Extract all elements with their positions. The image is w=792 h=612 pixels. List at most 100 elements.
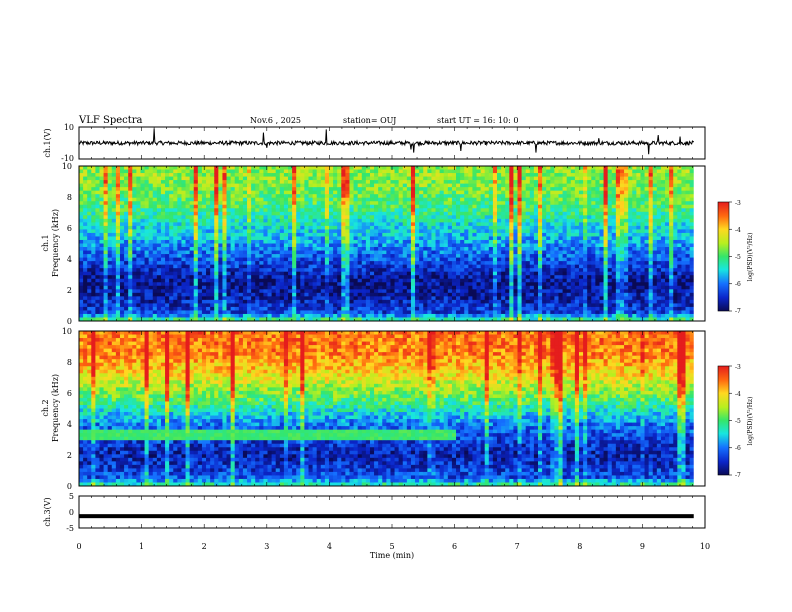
ch1-spectrogram-cell — [111, 176, 117, 181]
ch1-spectrogram-cell — [197, 211, 203, 216]
ch1-spectrogram-cell — [144, 306, 150, 311]
ch1-spectrogram-cell — [525, 183, 531, 188]
ch1-spectrogram-cell — [468, 239, 473, 244]
ch1-spectrogram-cell — [283, 303, 289, 308]
ch1-spectrogram-cell — [517, 222, 523, 227]
ch1-spectrogram-cell — [242, 278, 248, 283]
ch1-spectrogram-cell — [115, 180, 121, 185]
ch1-spectrogram-cell — [333, 254, 338, 258]
ch1-spectrogram-cell — [415, 201, 420, 206]
ch1-spectrogram-cell — [390, 250, 395, 255]
ch1-spectrogram-cell — [353, 194, 359, 199]
ch1-spectrogram-cell — [525, 243, 531, 248]
ch1-spectrogram-cell — [472, 180, 477, 185]
ch1-spectrogram-cell — [451, 166, 457, 170]
ch1-spectrogram-cell — [193, 239, 199, 244]
ch1-spectrogram-cell — [189, 225, 195, 230]
ch1-spectrogram-cell — [505, 204, 510, 209]
ch1-spectrogram-cell — [431, 271, 436, 276]
ch1-spectrogram-cell — [132, 285, 137, 290]
ch1-spectrogram-cell — [406, 218, 412, 223]
ch1-spectrogram-cell — [169, 247, 174, 251]
ch1-spectrogram-cell — [95, 180, 100, 185]
ch1-spectrogram-cell — [509, 173, 514, 177]
ch1-spectrogram-cell — [234, 211, 240, 216]
ch1-spectrogram-cell — [480, 204, 486, 209]
ch1-spectrogram-cell — [119, 289, 125, 294]
ch1-spectrogram-cell — [99, 222, 104, 227]
ch1-spectrogram-cell — [79, 169, 84, 174]
ch1-spectrogram-cell — [91, 236, 96, 241]
ch1-spectrogram-cell — [320, 250, 326, 255]
ch1-spectrogram-cell — [218, 278, 223, 283]
ch1-spectrogram-cell — [480, 310, 486, 315]
ch1-spectrogram-cell — [308, 268, 313, 273]
ch1-spectrogram-cell — [271, 211, 277, 216]
ch1-spectrogram-cell — [201, 254, 207, 258]
ch1-spectrogram-cell — [288, 197, 293, 202]
ch1-spectrogram-cell — [324, 275, 330, 280]
ch1-spectrogram-cell — [382, 289, 387, 294]
ch1-spectrogram-cell — [312, 173, 318, 177]
ch1-spectrogram-cell — [247, 313, 252, 318]
ch1-spectrogram-cell — [144, 197, 150, 202]
ch1-spectrogram-cell — [386, 229, 391, 234]
ch1-spectrogram-cell — [300, 243, 305, 248]
ch1-spectrogram-cell — [279, 306, 285, 311]
ch1-spectrogram-cell — [119, 317, 125, 322]
ch1-spectrogram-cell — [488, 257, 494, 262]
ch1-spectrogram-cell — [460, 317, 465, 322]
ch1-spectrogram-cell — [333, 232, 338, 237]
ch1-spectrogram-cell — [251, 183, 256, 188]
ch1-spectrogram-cell — [201, 183, 207, 188]
ch1-spectrogram-cell — [173, 211, 178, 216]
ch1-spectrogram-cell — [341, 303, 346, 308]
ch1-spectrogram-cell — [529, 215, 535, 220]
ch1-spectrogram-cell — [296, 310, 301, 315]
ch1-spectrogram-cell — [324, 173, 330, 177]
ch1-spectrogram-cell — [99, 194, 104, 199]
ch1-spectrogram-cell — [152, 247, 158, 251]
ch1-spectrogram-cell — [390, 208, 395, 213]
ch1-spectrogram-cell — [185, 166, 191, 170]
ch1-spectrogram-cell — [410, 180, 416, 185]
ch1-spectrogram-cell — [242, 236, 248, 241]
ch1-spectrogram-cell — [484, 208, 490, 213]
ch1-spectrogram-cell — [148, 215, 154, 220]
ch1-spectrogram-cell — [316, 282, 322, 287]
ch1-spectrogram-cell — [136, 296, 141, 301]
ch1-spectrogram-cell — [83, 222, 88, 227]
ch1-spectrogram-cell — [529, 222, 535, 227]
ch1-spectrogram-cell — [193, 313, 199, 318]
ch1-spectrogram-cell — [447, 197, 453, 202]
ch1-spectrogram-cell — [173, 215, 178, 220]
ch1-spectrogram-cell — [136, 190, 141, 195]
ch1-spectrogram-cell — [378, 306, 383, 311]
ch1-spectrogram-cell — [169, 190, 174, 195]
ch1-spectrogram-cell — [218, 292, 223, 297]
ch1-spectrogram-cell — [345, 169, 350, 174]
ch1-spectrogram-cell — [521, 180, 527, 185]
ch1-spectrogram-cell — [357, 176, 363, 181]
ch1-spectrogram-cell — [509, 169, 514, 174]
ch1-spectrogram-cell — [222, 194, 227, 199]
ch1-spectrogram-cell — [447, 218, 453, 223]
ch1-spectrogram-cell — [521, 166, 527, 170]
ch1-spectrogram-cell — [275, 268, 281, 273]
ch1-spectrogram-cell — [451, 282, 457, 287]
ch1-spectrogram-cell — [497, 285, 502, 290]
ch1-spectrogram-cell — [492, 268, 498, 273]
ch1-spectrogram-cell — [501, 197, 506, 202]
ch1-spectrogram-cell — [480, 201, 486, 206]
ch1-spectrogram-cell — [484, 218, 490, 223]
ch1-spectrogram-cell — [464, 166, 469, 170]
ch1-spectrogram-cell — [136, 310, 141, 315]
ch1-spectrogram-cell — [464, 285, 469, 290]
ch1-spectrogram-cell — [271, 278, 277, 283]
ch1-spectrogram-cell — [242, 292, 248, 297]
ch1-spectrogram-cell — [300, 296, 305, 301]
ch1-spectrogram-cell — [328, 289, 334, 294]
ch1-spectrogram-cell — [435, 306, 441, 311]
ch1-spectrogram-cell — [460, 310, 465, 315]
ch1-spectrogram-cell — [91, 215, 96, 220]
